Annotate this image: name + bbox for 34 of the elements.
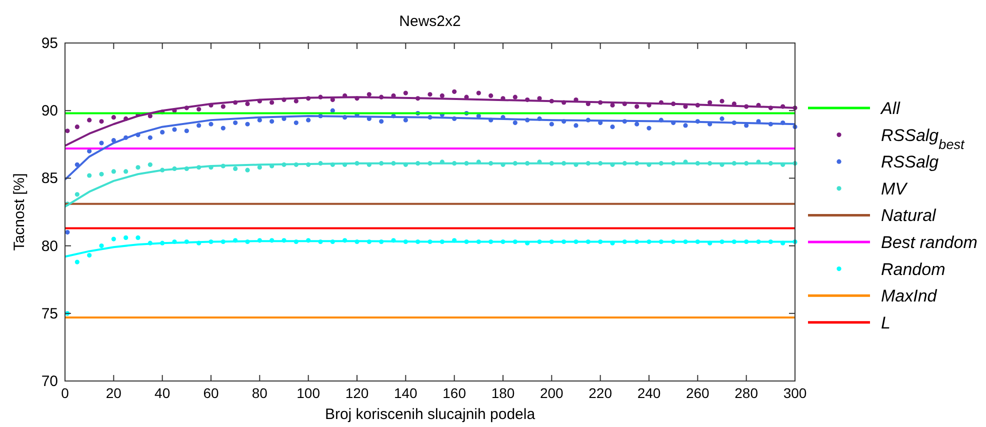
x-tick-label: 160 bbox=[442, 385, 466, 401]
x-tick-label: 20 bbox=[106, 385, 122, 401]
x-tick-label: 80 bbox=[252, 385, 268, 401]
chart-title: News2x2 bbox=[399, 13, 461, 30]
x-tick-label: 60 bbox=[203, 385, 219, 401]
legend-label: L bbox=[881, 313, 890, 332]
y-tick-label: 75 bbox=[41, 305, 58, 322]
x-tick-label: 140 bbox=[394, 385, 418, 401]
x-tick-label: 0 bbox=[61, 385, 70, 401]
x-tick-label: 260 bbox=[686, 385, 710, 401]
legend-label: MaxInd bbox=[881, 286, 938, 306]
legend-label: Natural bbox=[881, 206, 938, 226]
x-tick-label: 240 bbox=[637, 385, 661, 401]
y-tick-label: 85 bbox=[41, 170, 58, 188]
y-tick-label: 80 bbox=[41, 238, 58, 255]
legend-label: RSSalg bbox=[881, 152, 940, 172]
x-tick-label: 280 bbox=[734, 385, 758, 401]
x-tick-label: 220 bbox=[588, 385, 612, 401]
x-tick-label: 180 bbox=[491, 385, 515, 401]
x-tick-label: 120 bbox=[345, 385, 369, 401]
legend-label: MV bbox=[881, 179, 908, 198]
y-tick-label: 90 bbox=[41, 102, 58, 120]
legend-label: RSSalg$_{best}$ bbox=[881, 126, 966, 152]
x-tick-label: 100 bbox=[296, 385, 320, 401]
legend-label: Random bbox=[881, 260, 946, 279]
y-axis-title: Tacnost [%] bbox=[11, 173, 28, 251]
legend-label: Best random bbox=[881, 233, 978, 252]
x-tick-label: 200 bbox=[540, 385, 564, 401]
x-tick-label: 300 bbox=[783, 385, 807, 401]
x-axis-title: Broj koriscenih slucajnih podela bbox=[324, 406, 536, 423]
y-tick-label: 95 bbox=[41, 35, 58, 52]
legend-label: All bbox=[880, 99, 902, 118]
x-tick-label: 40 bbox=[154, 385, 170, 401]
y-tick-label: 70 bbox=[41, 373, 58, 390]
